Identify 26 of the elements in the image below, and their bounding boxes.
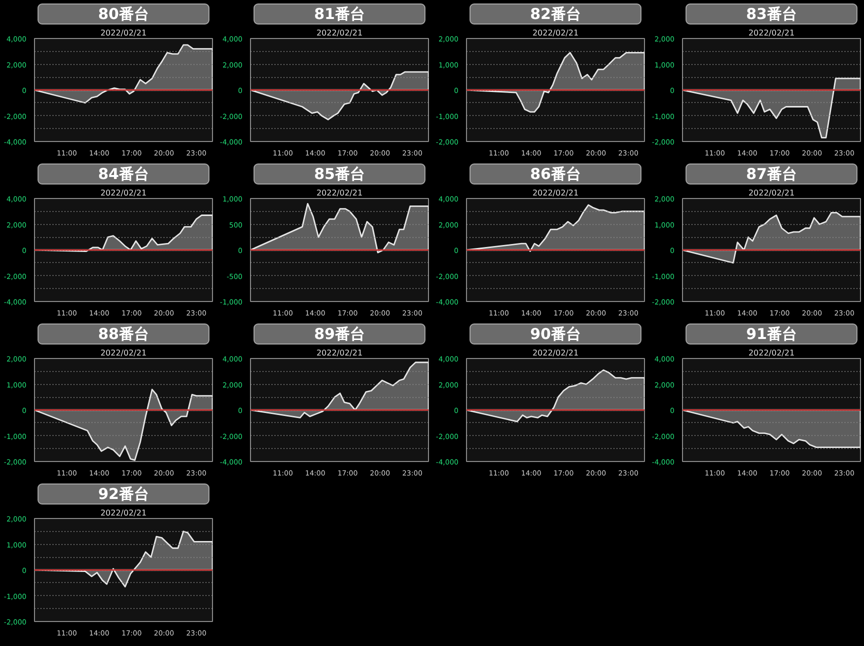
chart-title: 85番台 (314, 165, 365, 183)
chart-title: 83番台 (746, 5, 797, 23)
chart-title: 92番台 (98, 485, 149, 503)
chart-title: 91番台 (746, 325, 797, 343)
chart-title: 84番台 (98, 165, 149, 183)
chart-subtitle: 2022/02/21 (100, 348, 147, 358)
chart-title: 90番台 (530, 325, 581, 343)
chart-subtitle: 2022/02/21 (532, 28, 579, 38)
chart-title: 82番台 (530, 5, 581, 23)
chart-title: 81番台 (314, 5, 365, 23)
chart-title: 86番台 (530, 165, 581, 183)
chart-subtitle: 2022/02/21 (100, 188, 147, 198)
chart-subtitle: 2022/02/21 (748, 28, 795, 38)
chart-subtitle: 2022/02/21 (316, 348, 363, 358)
chart-subtitle: 2022/02/21 (748, 348, 795, 358)
chart-title: 80番台 (98, 5, 149, 23)
chart-subtitle: 2022/02/21 (316, 28, 363, 38)
chart-title: 87番台 (746, 165, 797, 183)
chart-subtitle: 2022/02/21 (532, 188, 579, 198)
chart-subtitle: 2022/02/21 (100, 508, 147, 518)
chart-title: 88番台 (98, 325, 149, 343)
chart-subtitle: 2022/02/21 (100, 28, 147, 38)
chart-subtitle: 2022/02/21 (316, 188, 363, 198)
chart-subtitle: 2022/02/21 (748, 188, 795, 198)
chart-title: 89番台 (314, 325, 365, 343)
chart-subtitle: 2022/02/21 (532, 348, 579, 358)
